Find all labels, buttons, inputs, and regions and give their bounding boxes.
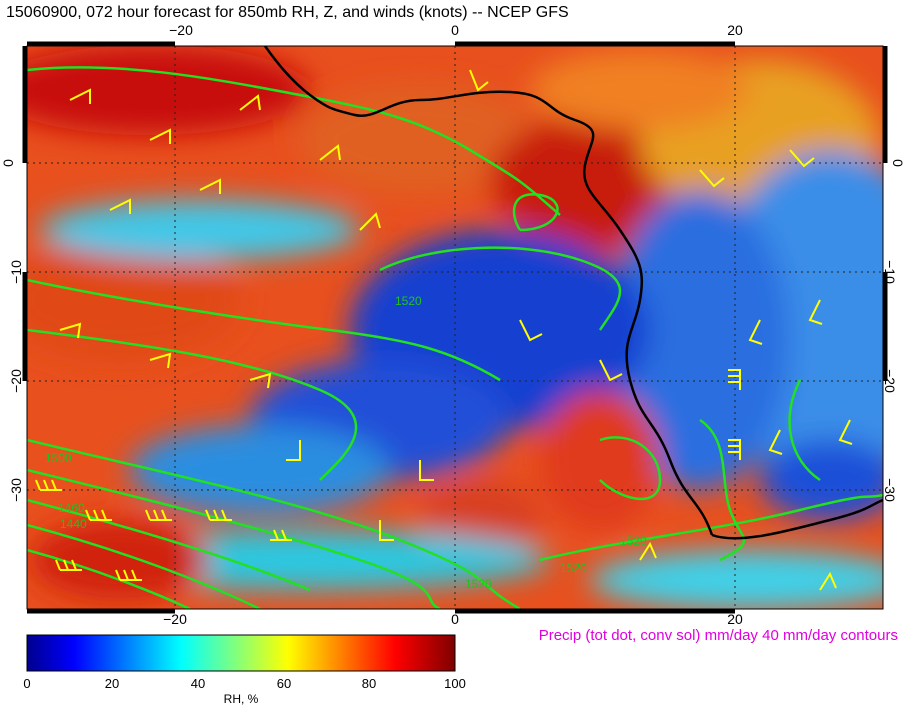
lon-tick-top: −20 <box>169 22 193 38</box>
colorbar <box>26 634 456 672</box>
contour-label: 1500 <box>45 451 72 465</box>
contour-label: 1460 <box>58 501 85 515</box>
colorbar-title: RH, % <box>223 692 259 706</box>
contour-label: 1520 <box>395 294 422 308</box>
colorbar-tick: 80 <box>361 676 377 691</box>
lon-tick-top: 20 <box>727 22 743 38</box>
colorbar-tick: 40 <box>190 676 206 691</box>
lat-lon-grid <box>27 46 883 609</box>
wind-barbs <box>35 69 853 591</box>
rh-field <box>27 46 883 609</box>
contour-label: 1520 <box>560 561 587 575</box>
lon-tick-bottom: 20 <box>727 611 743 627</box>
colorbar-tick: 0 <box>23 676 31 691</box>
map-title: 15060900, 072 hour forecast for 850mb RH… <box>6 4 569 21</box>
lat-tick-right: −20 <box>882 369 899 393</box>
lat-tick-left: −20 <box>7 369 24 393</box>
frame-ticks <box>22 41 888 614</box>
lat-tick-left: 0 <box>0 159 16 167</box>
contour-label: 1520 <box>620 534 647 548</box>
colorbar-tick: 60 <box>276 676 292 691</box>
lat-tick-right: −30 <box>882 478 899 502</box>
lon-tick-top: 0 <box>451 22 459 38</box>
lat-tick-left: −30 <box>7 478 24 502</box>
height-contours <box>27 66 883 609</box>
lon-tick-bottom: 0 <box>451 611 459 627</box>
colorbar-tick: 100 <box>444 676 466 691</box>
coastline <box>263 46 883 540</box>
precip-note: Precip (tot dot, conv sol) mm/day 40 mm/… <box>538 627 898 644</box>
lat-tick-left: −10 <box>7 260 24 284</box>
contour-label: 1440 <box>60 517 87 531</box>
lat-tick-right: −10 <box>882 260 899 284</box>
contour-label: 1520 <box>465 577 492 591</box>
lon-tick-bottom: −20 <box>163 611 187 627</box>
lat-tick-right: 0 <box>890 159 906 167</box>
colorbar-tick: 20 <box>104 676 120 691</box>
